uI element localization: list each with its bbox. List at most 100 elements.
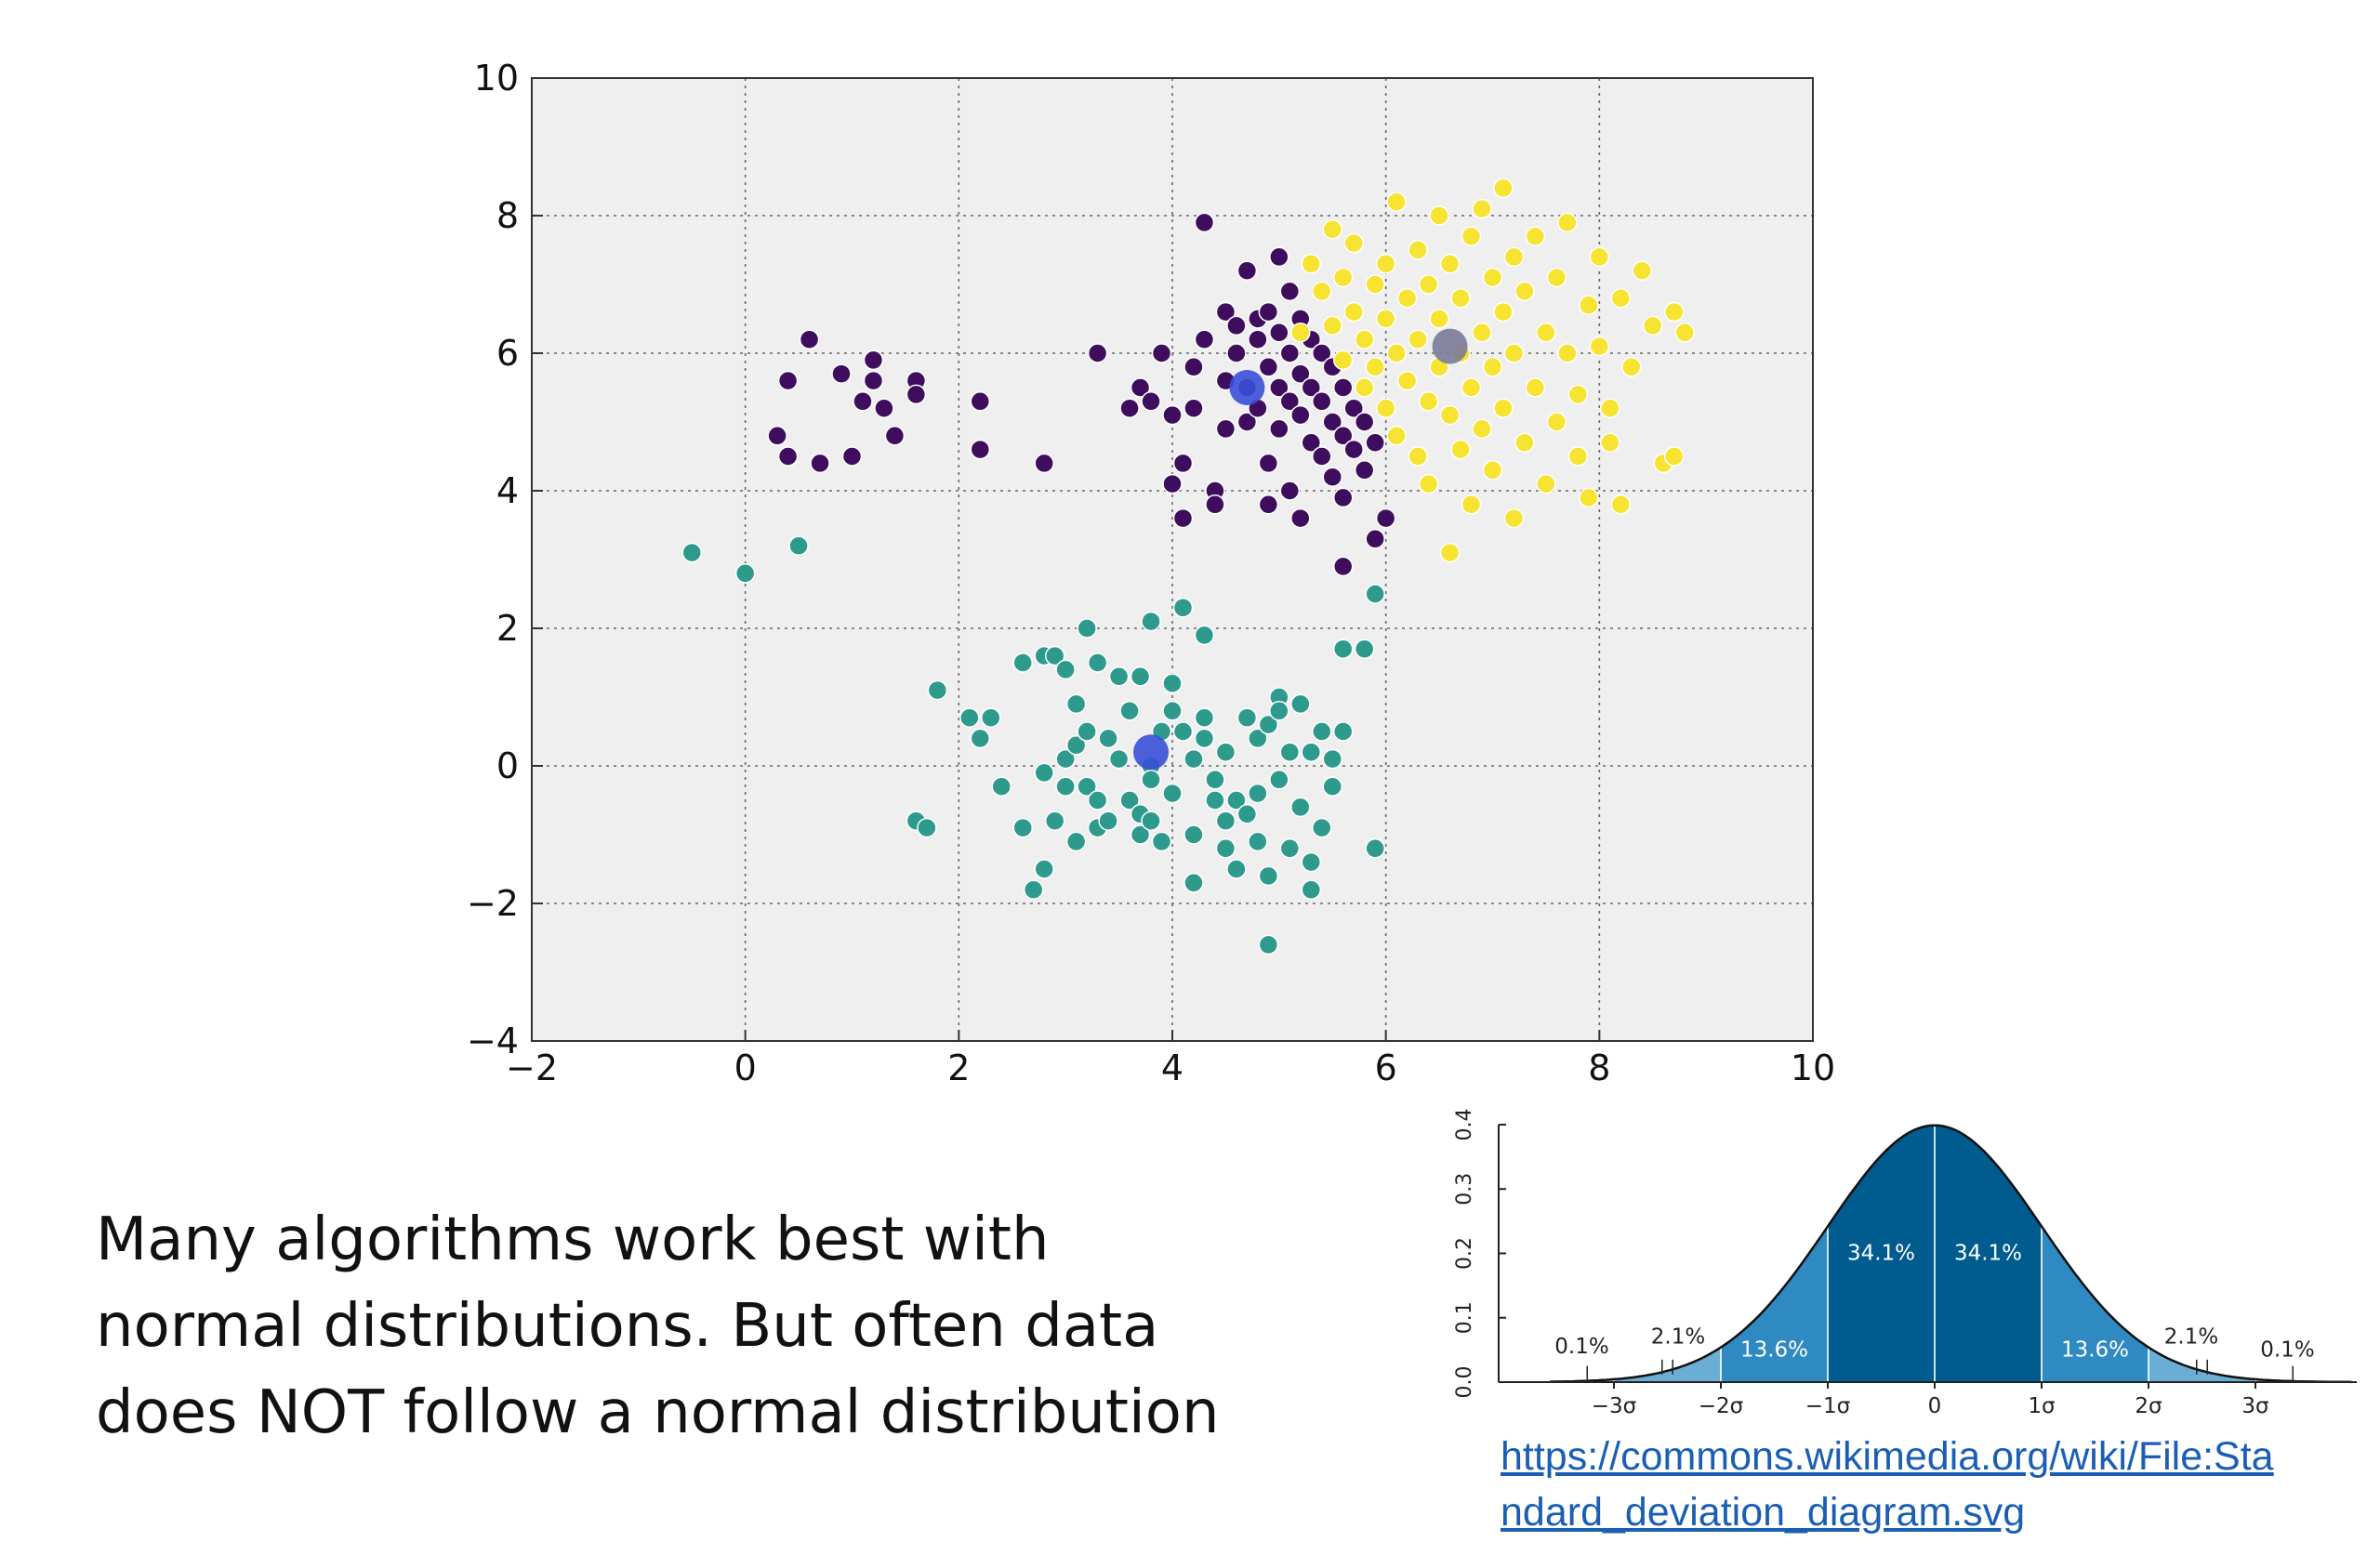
cluster-centroid [1229, 370, 1265, 405]
data-point [1322, 748, 1342, 770]
data-point [1077, 776, 1097, 797]
data-point [1567, 446, 1589, 467]
data-point [799, 329, 820, 349]
data-point [1408, 446, 1428, 467]
data-point [1386, 191, 1407, 212]
data-point [1215, 810, 1236, 831]
data-point [1141, 810, 1161, 831]
caption-text: Many algorithms work best with normal di… [96, 1197, 1304, 1456]
data-point [1643, 315, 1663, 336]
data-point [1098, 810, 1118, 831]
data-point [1312, 391, 1332, 412]
data-point [1525, 226, 1546, 246]
data-point [1472, 418, 1492, 440]
data-point [1258, 865, 1279, 887]
data-point [1375, 254, 1396, 274]
data-point [1312, 281, 1332, 302]
data-point [1248, 783, 1268, 804]
source-link[interactable]: https://commons.wikimedia.org/wiki/File:… [1501, 1429, 2274, 1540]
data-point [1589, 336, 1610, 357]
data-point [1343, 301, 1364, 323]
percentage-label: 34.1% [1954, 1241, 2022, 1265]
data-point [1226, 315, 1247, 336]
data-point [1183, 873, 1204, 893]
data-point [1332, 639, 1354, 659]
sigma-tick-label: 0 [1928, 1394, 1942, 1418]
data-point [1343, 439, 1364, 460]
data-point [1493, 301, 1514, 323]
data-point [917, 817, 937, 838]
data-point [927, 679, 948, 701]
data-point [1162, 404, 1183, 426]
distribution-band [1614, 1347, 1721, 1382]
data-point [1258, 714, 1279, 735]
data-point [1151, 831, 1172, 852]
data-point [1312, 446, 1332, 467]
x-tick-label: 2 [947, 1048, 970, 1088]
data-point [1034, 859, 1054, 879]
data-point [991, 776, 1012, 797]
data-point [1290, 797, 1311, 818]
data-point [1386, 426, 1407, 446]
data-point [1301, 432, 1322, 453]
data-point [1322, 219, 1342, 240]
data-point [1141, 770, 1161, 790]
data-point [1312, 343, 1332, 363]
data-point [1194, 329, 1215, 349]
x-tick-label: 6 [1375, 1048, 1397, 1088]
data-point [884, 426, 906, 446]
data-point [1312, 721, 1332, 742]
percentage-label: 13.6% [2061, 1338, 2129, 1362]
data-point [1162, 701, 1183, 721]
data-point [1065, 693, 1087, 715]
data-point [1215, 742, 1236, 762]
data-point [1172, 598, 1194, 618]
data-point [1108, 748, 1130, 770]
x-tick-label: 10 [1791, 1048, 1835, 1088]
sigma-tick-label: −2σ [1699, 1394, 1743, 1418]
data-point [1215, 418, 1236, 440]
data-point [1269, 701, 1289, 721]
data-point [1301, 254, 1322, 274]
data-point [1130, 824, 1151, 845]
data-point [1119, 398, 1140, 418]
data-point [1077, 721, 1097, 742]
data-point [1439, 404, 1461, 426]
y-tick-label: 0.2 [1453, 1237, 1476, 1270]
data-point [1065, 831, 1087, 852]
data-point [1332, 377, 1354, 398]
data-point [1429, 205, 1449, 226]
data-point [1023, 879, 1044, 900]
data-point [777, 446, 799, 467]
data-point [1248, 728, 1268, 749]
data-point [1162, 783, 1183, 804]
x-tick-label: 4 [1161, 1048, 1183, 1088]
percentage-label: 0.1% [2260, 1338, 2314, 1362]
source-link-line[interactable]: ndard_deviation_diagram.svg [1501, 1490, 2026, 1535]
data-point [1557, 343, 1578, 363]
data-point [1514, 432, 1535, 453]
data-point [1279, 391, 1301, 412]
data-point [1536, 473, 1556, 494]
data-point [1077, 618, 1097, 639]
data-point [1172, 453, 1194, 474]
data-point [1536, 323, 1556, 343]
data-point [1493, 398, 1514, 418]
data-point [1215, 838, 1236, 859]
y-tick-label: −4 [467, 1021, 519, 1061]
sigma-tick-label: 1σ [2028, 1394, 2055, 1418]
data-point [1354, 377, 1375, 398]
data-point [767, 426, 787, 446]
data-point [1226, 343, 1247, 363]
percentage-label: 13.6% [1740, 1338, 1808, 1362]
data-point [1621, 357, 1642, 377]
data-point [1194, 728, 1215, 749]
y-tick-label: 0.0 [1453, 1366, 1476, 1399]
data-point [970, 728, 991, 749]
data-point [1663, 446, 1685, 467]
data-point [1301, 879, 1322, 900]
source-link-line[interactable]: https://commons.wikimedia.org/wiki/File:… [1501, 1434, 2274, 1479]
data-point [1258, 301, 1279, 323]
cluster-centroid [1133, 734, 1170, 771]
data-point [1055, 659, 1076, 680]
